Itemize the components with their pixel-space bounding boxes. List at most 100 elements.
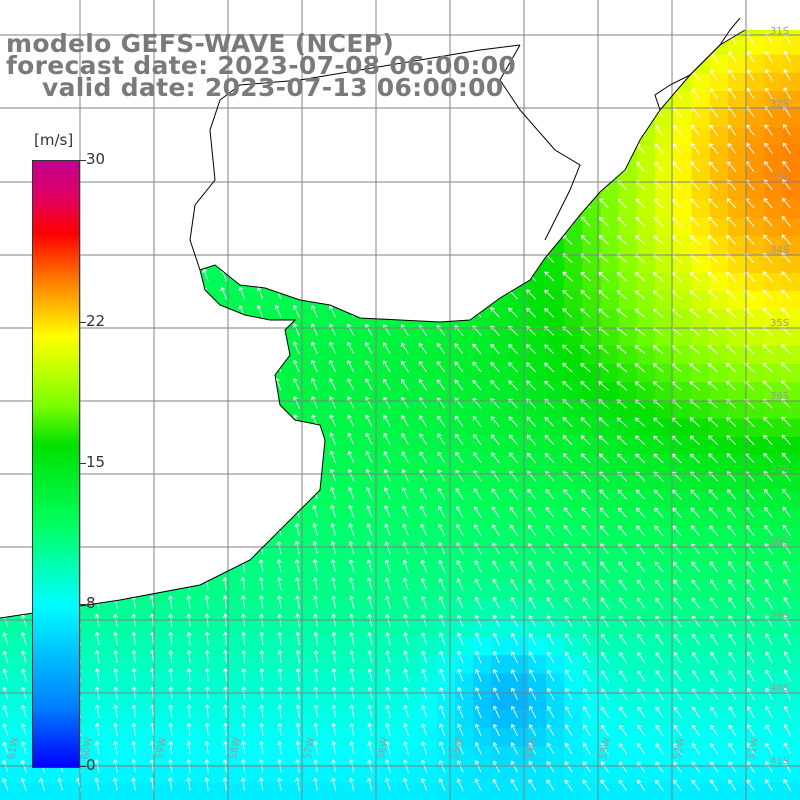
wind-speed-cell [600, 782, 620, 800]
wind-speed-cell [418, 709, 438, 729]
wind-speed-cell [291, 273, 310, 292]
wind-arrow [436, 342, 446, 355]
wind-arrow [456, 778, 464, 791]
wind-arrow [293, 213, 300, 227]
wind-arrow [349, 741, 355, 755]
wind-arrow [619, 706, 628, 719]
wind-arrow [620, 15, 627, 26]
wind-arrow [402, 122, 409, 136]
wind-speed-cell [236, 691, 256, 711]
wind-speed-cell [473, 673, 492, 693]
wind-arrow [203, 468, 209, 482]
wind-speed-cell [327, 673, 347, 693]
wind-arrow [510, 578, 518, 591]
wind-arrow [347, 450, 355, 464]
wind-arrow [707, 381, 719, 391]
wind-arrow [277, 741, 283, 755]
wind-speed-cell [236, 709, 256, 729]
wind-arrow [437, 487, 446, 500]
wind-speed-cell [127, 382, 147, 401]
wind-arrow [238, 359, 246, 373]
wind-speed-cell [291, 600, 310, 620]
wind-speed-cell [364, 673, 383, 693]
wind-speed-cell [291, 618, 310, 638]
wind-speed-cell [327, 163, 347, 183]
wind-arrow [526, 344, 537, 355]
wind-speed-cell [382, 109, 401, 128]
wind-speed-cell [473, 309, 492, 329]
wind-arrow [131, 559, 136, 573]
wind-arrow [365, 232, 373, 245]
wind-arrow [241, 704, 247, 718]
wind-arrow [2, 632, 9, 646]
wind-arrow [726, 435, 737, 446]
wind-speed-cell [200, 200, 219, 219]
wind-arrow [129, 232, 136, 245]
wind-speed-cell [764, 637, 784, 656]
wind-arrow [654, 525, 664, 537]
wind-speed-cell [145, 527, 165, 547]
wind-speed-cell [200, 491, 219, 511]
latitude-label: 33S [770, 172, 789, 183]
wind-arrow [781, 234, 791, 245]
wind-arrow [202, 231, 209, 245]
wind-speed-cell [527, 72, 547, 92]
wind-speed-cell [109, 236, 128, 256]
wind-speed-cell [546, 527, 565, 547]
wind-arrow [0, 306, 9, 318]
wind-arrow [365, 468, 373, 482]
wind-arrow [472, 288, 482, 300]
wind-arrow [401, 269, 409, 282]
wind-speed-cell [546, 72, 565, 92]
wind-speed-cell [509, 218, 529, 238]
wind-speed-cell [691, 309, 711, 329]
wind-speed-cell [400, 691, 420, 711]
wind-arrow [329, 414, 337, 427]
wind-arrow [781, 434, 791, 446]
wind-arrow [130, 177, 136, 191]
wind-speed-cell [400, 291, 420, 310]
wind-arrow [690, 161, 700, 173]
wind-arrow [691, 615, 700, 628]
wind-arrow [166, 231, 173, 245]
wind-arrow [728, 761, 737, 773]
wind-arrow [765, 669, 773, 682]
wind-speed-cell [163, 564, 183, 583]
wind-arrow [728, 779, 737, 791]
wind-speed-cell [200, 400, 219, 420]
wind-speed-cell [0, 746, 19, 765]
wind-arrow [329, 213, 337, 227]
wind-arrow [349, 595, 355, 609]
wind-speed-cell [163, 782, 183, 800]
wind-arrow [275, 468, 282, 482]
wind-arrow [600, 597, 609, 609]
wind-arrow [692, 724, 700, 737]
wind-speed-cell [455, 236, 474, 256]
wind-arrow [473, 506, 482, 518]
wind-speed-cell [91, 564, 110, 583]
wind-arrow [635, 198, 646, 209]
wind-speed-cell [527, 30, 547, 37]
wind-arrow [689, 417, 700, 427]
wind-speed-cell [764, 655, 784, 674]
wind-speed-cell [200, 582, 219, 602]
wind-speed-cell [109, 782, 128, 800]
wind-speed-cell [309, 637, 329, 656]
wind-speed-cell [382, 364, 401, 383]
wind-speed-cell [273, 546, 292, 565]
wind-speed-cell [691, 564, 711, 583]
wind-speed-cell [109, 491, 128, 511]
wind-speed-cell [400, 109, 420, 128]
wind-arrow [92, 268, 100, 282]
wind-arrow [0, 415, 9, 427]
wind-speed-cell [327, 327, 347, 347]
wind-arrow [1, 159, 9, 173]
wind-arrow [654, 124, 664, 136]
wind-speed-cell [782, 600, 800, 620]
wind-speed-cell [655, 564, 674, 583]
wind-speed-cell [327, 200, 347, 219]
wind-speed-cell [418, 655, 438, 674]
wind-speed-cell [200, 218, 219, 238]
wind-speed-cell [491, 163, 511, 183]
wind-speed-cell [254, 618, 274, 638]
